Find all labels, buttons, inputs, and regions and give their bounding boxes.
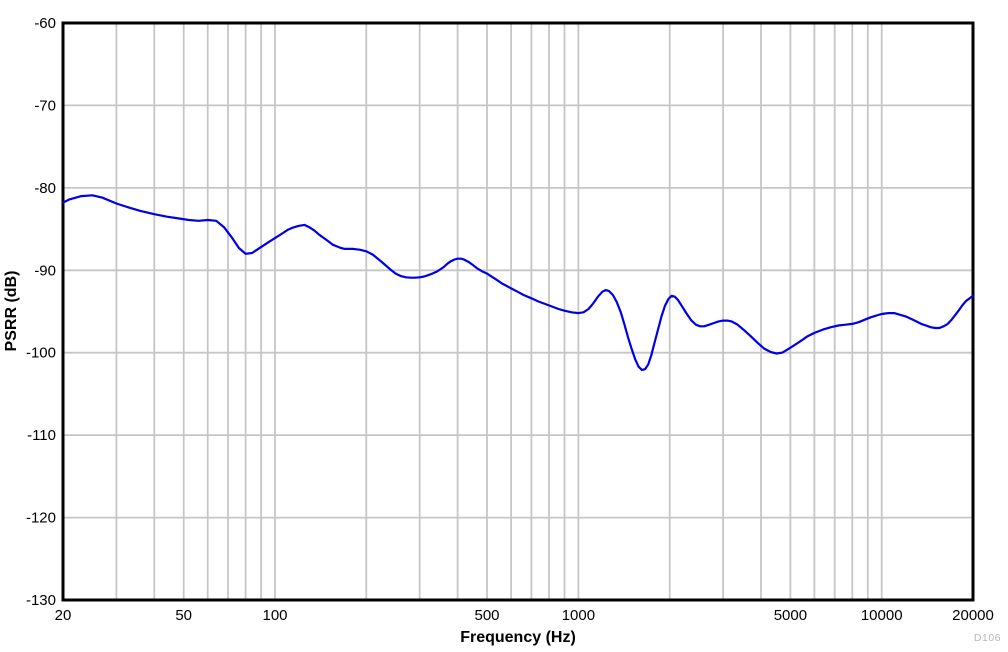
x-tick-label: 20000	[952, 607, 994, 624]
y-tick-label: -100	[26, 345, 56, 362]
y-axis-title: PSRR (dB)	[3, 270, 20, 352]
y-tick-label: -70	[34, 97, 56, 114]
x-axis-title: Frequency (Hz)	[460, 629, 576, 646]
x-tick-label: 1000	[562, 607, 595, 624]
y-tick-label: -90	[34, 262, 56, 279]
y-tick-label: -130	[26, 592, 56, 609]
x-tick-label: 500	[474, 607, 499, 624]
y-tick-label: -60	[34, 15, 56, 32]
psrr-curve	[61, 194, 975, 372]
figure-id-watermark: D106	[973, 632, 1001, 644]
y-tick-label: -120	[26, 510, 56, 527]
x-tick-label: 5000	[774, 607, 807, 624]
x-tick-label: 10000	[861, 607, 903, 624]
plot-border	[61, 21, 975, 602]
x-tick-label: 100	[262, 607, 287, 624]
y-tick-label: -110	[27, 427, 56, 444]
y-tick-label: -80	[34, 180, 56, 197]
x-tick-label: 20	[55, 607, 72, 624]
x-tick-label: 50	[175, 607, 192, 624]
